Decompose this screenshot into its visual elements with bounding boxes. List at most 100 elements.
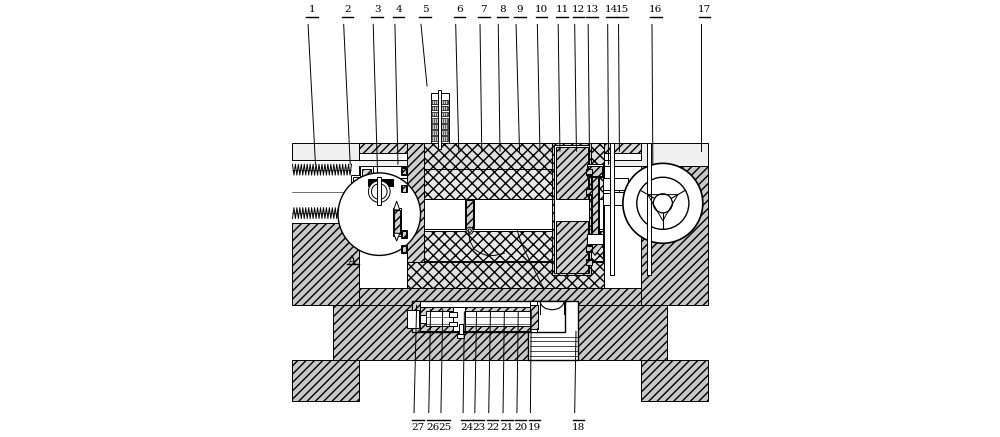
Bar — [292, 142, 708, 166]
Polygon shape — [587, 245, 603, 255]
Bar — [407, 310, 419, 328]
Bar — [459, 324, 463, 336]
Bar — [360, 166, 373, 238]
Bar — [465, 199, 474, 229]
Bar — [431, 106, 448, 111]
Bar — [407, 142, 604, 288]
Text: 12: 12 — [572, 5, 585, 14]
Bar — [359, 288, 641, 305]
Bar — [377, 177, 381, 205]
Text: 27: 27 — [411, 423, 425, 432]
Bar — [431, 112, 448, 116]
Bar — [414, 323, 536, 330]
Text: 8: 8 — [499, 5, 505, 14]
Circle shape — [466, 227, 473, 234]
Bar — [362, 169, 371, 236]
Bar — [431, 100, 448, 104]
Bar — [586, 188, 592, 194]
Circle shape — [468, 229, 471, 232]
Text: 22: 22 — [486, 423, 499, 432]
Bar — [592, 174, 598, 235]
Bar — [359, 178, 628, 190]
Text: 14: 14 — [605, 5, 618, 14]
Bar — [457, 334, 464, 338]
Text: 5: 5 — [422, 5, 428, 14]
Bar — [647, 142, 651, 275]
Bar — [359, 142, 641, 153]
Bar — [408, 170, 603, 260]
Bar — [407, 142, 424, 262]
Text: 16: 16 — [649, 5, 663, 14]
Text: 4: 4 — [396, 5, 402, 14]
Text: 15: 15 — [616, 5, 629, 14]
Circle shape — [623, 163, 703, 243]
Text: 17: 17 — [698, 5, 711, 14]
Bar — [586, 245, 592, 252]
Text: 25: 25 — [438, 423, 451, 432]
Circle shape — [653, 194, 672, 213]
Bar — [431, 93, 449, 142]
Bar — [586, 246, 592, 251]
Bar — [449, 322, 457, 326]
Polygon shape — [292, 305, 359, 401]
Circle shape — [637, 177, 689, 229]
Text: 18: 18 — [572, 423, 585, 432]
Bar — [394, 210, 400, 234]
Bar — [449, 312, 457, 317]
Bar — [402, 246, 406, 253]
Bar — [292, 160, 359, 223]
Polygon shape — [394, 201, 400, 210]
Bar — [359, 193, 628, 205]
Bar — [401, 184, 407, 192]
Bar — [610, 142, 614, 275]
Bar — [407, 262, 604, 288]
Circle shape — [338, 173, 421, 255]
Text: 9: 9 — [517, 5, 523, 14]
Text: 26: 26 — [426, 423, 439, 432]
Text: 3: 3 — [374, 5, 380, 14]
Bar — [556, 147, 588, 199]
Bar — [359, 190, 619, 203]
Bar — [586, 169, 592, 175]
Text: 6: 6 — [456, 5, 463, 14]
Text: 10: 10 — [535, 5, 548, 14]
Text: 11: 11 — [555, 5, 569, 14]
Text: 20: 20 — [514, 423, 527, 432]
Bar — [554, 145, 589, 273]
Bar — [414, 307, 536, 315]
Bar — [402, 231, 406, 237]
Text: 2: 2 — [344, 5, 351, 14]
Text: 21: 21 — [500, 423, 514, 432]
Bar — [412, 301, 565, 332]
Bar — [530, 305, 538, 329]
Bar — [466, 200, 473, 228]
Bar — [588, 166, 602, 176]
Bar — [586, 189, 592, 194]
Bar — [368, 180, 393, 186]
Bar — [408, 170, 603, 199]
Bar — [292, 166, 359, 305]
Bar — [401, 167, 407, 175]
Bar — [431, 136, 448, 141]
Bar — [393, 208, 401, 236]
Bar — [359, 288, 641, 305]
Bar — [453, 307, 465, 330]
Text: 23: 23 — [472, 423, 485, 432]
Bar — [552, 142, 591, 275]
Text: A: A — [347, 255, 356, 268]
Bar — [353, 177, 359, 205]
Bar — [431, 124, 448, 128]
Text: 19: 19 — [528, 423, 541, 432]
Text: 1: 1 — [309, 5, 315, 14]
Bar — [402, 168, 406, 174]
Bar — [333, 305, 667, 360]
Bar — [586, 260, 592, 264]
Bar — [530, 301, 537, 332]
Bar — [438, 90, 441, 149]
Circle shape — [371, 184, 387, 199]
Bar — [431, 118, 448, 122]
Bar — [641, 166, 708, 305]
Text: 24: 24 — [460, 423, 474, 432]
Bar — [359, 142, 641, 160]
Bar — [586, 259, 592, 265]
